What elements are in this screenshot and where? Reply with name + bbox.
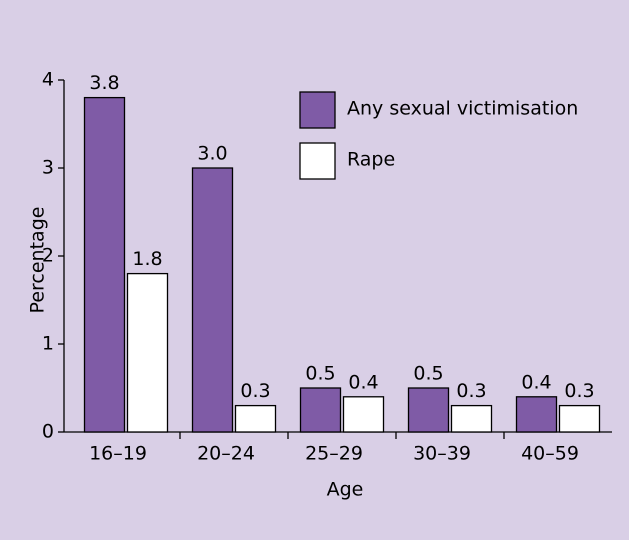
bar bbox=[558, 404, 601, 433]
value-label: 0.4 bbox=[348, 371, 378, 393]
y-tick-label: 1 bbox=[42, 333, 54, 355]
value-label: 0.3 bbox=[240, 380, 270, 402]
x-tick-label: 30–39 bbox=[413, 443, 471, 465]
x-tick-label: 16–19 bbox=[89, 443, 147, 465]
x-tick-label: 40–59 bbox=[521, 443, 579, 465]
value-label: 0.3 bbox=[564, 380, 594, 402]
y-axis-label: Percentage bbox=[27, 207, 49, 314]
bar bbox=[83, 96, 126, 433]
bar bbox=[342, 396, 385, 433]
y-tick-label: 4 bbox=[42, 69, 54, 91]
y-tick-label: 3 bbox=[42, 157, 54, 179]
legend-label: Rape bbox=[347, 149, 395, 171]
bar bbox=[515, 396, 558, 433]
x-tick-label: 25–29 bbox=[305, 443, 363, 465]
legend-swatch bbox=[299, 91, 336, 129]
value-label: 3.0 bbox=[197, 143, 227, 165]
bar bbox=[126, 272, 169, 433]
value-label: 0.4 bbox=[521, 371, 551, 393]
y-tick-label: 0 bbox=[42, 421, 54, 443]
value-label: 0.5 bbox=[413, 363, 443, 385]
value-label: 3.8 bbox=[89, 72, 119, 94]
bar bbox=[407, 387, 450, 433]
value-label: 0.5 bbox=[305, 363, 335, 385]
legend-label: Any sexual victimisation bbox=[347, 98, 578, 120]
x-axis-label: Age bbox=[327, 479, 364, 501]
legend-swatch bbox=[299, 142, 336, 180]
bar bbox=[450, 404, 493, 433]
bar bbox=[234, 404, 277, 433]
value-label: 0.3 bbox=[456, 380, 486, 402]
bar bbox=[299, 387, 342, 433]
value-label: 1.8 bbox=[132, 248, 162, 270]
y-tick-label: 2 bbox=[42, 245, 54, 267]
x-tick-label: 20–24 bbox=[197, 443, 255, 465]
bar bbox=[191, 167, 234, 433]
